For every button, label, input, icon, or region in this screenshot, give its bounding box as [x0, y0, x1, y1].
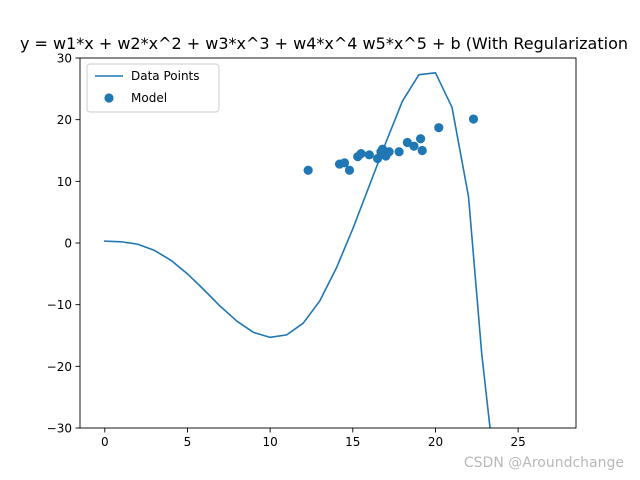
- x-tick-label: 0: [101, 435, 109, 449]
- scatter-point: [415, 134, 426, 144]
- scatter-point: [409, 141, 419, 151]
- x-tick-label: 10: [262, 435, 277, 449]
- scatter-point: [394, 147, 404, 157]
- scatter-point: [468, 114, 479, 124]
- x-tick-label: 15: [345, 435, 360, 449]
- scatter-point: [417, 145, 427, 156]
- plot-area: [80, 58, 576, 428]
- scatter-point: [303, 165, 313, 175]
- legend-marker-swatch: [104, 93, 114, 103]
- scatter-point: [339, 158, 350, 168]
- y-tick-label: −10: [47, 298, 72, 312]
- x-tick-label: 20: [428, 435, 443, 449]
- scatter-point: [384, 147, 394, 157]
- axes-frame: [79, 57, 577, 429]
- scatter-point: [373, 153, 383, 164]
- scatter-point: [356, 148, 366, 159]
- legend-label-data-points: Data Points: [131, 69, 200, 83]
- series-line-data-points: [103, 72, 491, 428]
- y-tick-label: −30: [47, 422, 72, 436]
- y-tick-label: 10: [57, 175, 72, 189]
- x-tick-label: 25: [510, 435, 525, 449]
- watermark: CSDN @Aroundchange: [464, 455, 624, 471]
- scatter-point: [364, 150, 374, 160]
- y-tick-label: 20: [57, 113, 72, 127]
- scatter-point: [344, 165, 355, 175]
- y-tick-label: 0: [64, 237, 72, 251]
- scatter-point: [434, 123, 444, 133]
- y-tick-label: −20: [47, 360, 72, 374]
- chart-title: y = w1*x + w2*x^2 + w3*x^3 + w4*x^4 w5*x…: [20, 34, 628, 53]
- y-tick-label: 30: [57, 52, 72, 66]
- x-tick-label: 5: [184, 435, 192, 449]
- legend-label-model: Model: [131, 91, 167, 105]
